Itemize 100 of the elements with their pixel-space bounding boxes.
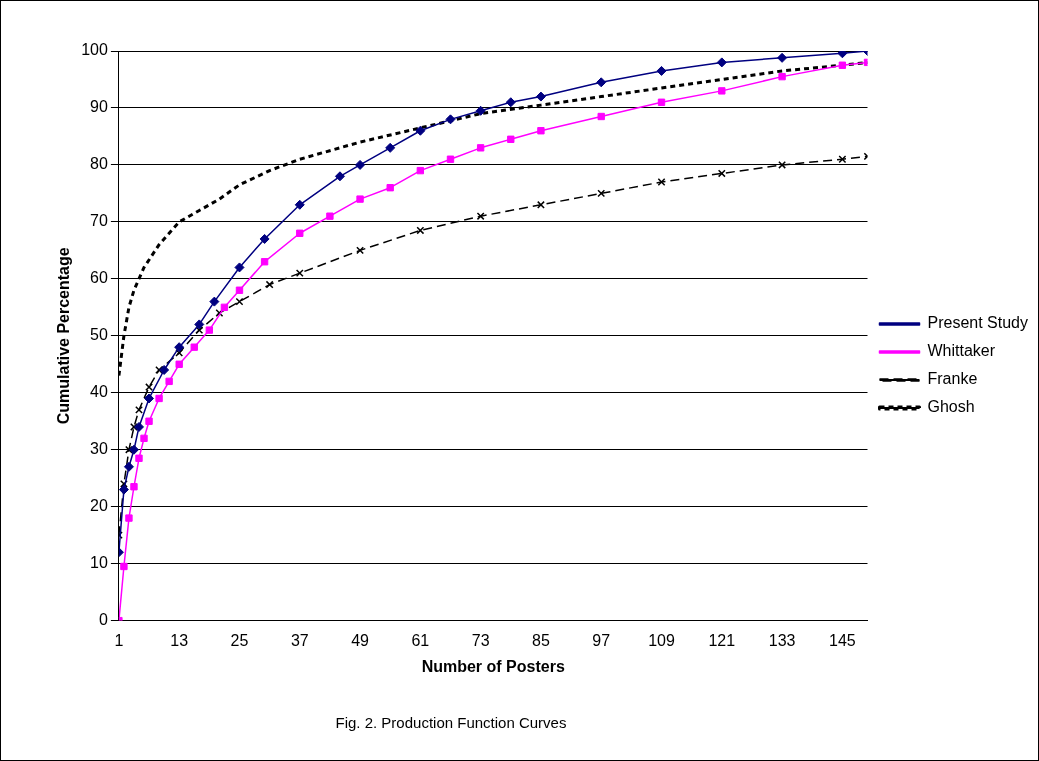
point — [296, 229, 304, 237]
y-tick-label: 10 — [90, 554, 108, 572]
point — [220, 303, 229, 311]
x-tick-label: 61 — [411, 631, 430, 649]
y-tick-label: 100 — [81, 41, 108, 59]
y-tick-label: 90 — [90, 98, 108, 116]
point — [385, 142, 396, 153]
x-tick-label: 145 — [829, 631, 856, 649]
point — [260, 258, 269, 266]
point — [416, 166, 425, 175]
y-tick-label: 70 — [90, 212, 108, 230]
point — [597, 112, 605, 121]
x-tick-label: 133 — [768, 631, 796, 649]
point — [135, 405, 143, 414]
x-tick-label: 1 — [114, 631, 124, 649]
point — [209, 296, 220, 307]
point — [476, 212, 485, 221]
point — [235, 297, 244, 306]
point — [356, 246, 364, 255]
legend-label: Ghosh — [927, 398, 975, 416]
point — [597, 189, 606, 198]
point — [174, 342, 185, 353]
x-tick-label: 37 — [290, 631, 309, 649]
point — [123, 461, 134, 472]
point — [175, 348, 184, 357]
x-tick-label: 25 — [230, 631, 249, 649]
point — [195, 326, 204, 335]
point — [355, 159, 366, 170]
point — [159, 364, 170, 375]
point — [145, 383, 153, 391]
point — [717, 169, 726, 178]
point — [537, 127, 545, 135]
point — [295, 269, 304, 278]
point — [386, 184, 394, 192]
point — [507, 135, 515, 143]
point — [118, 484, 129, 495]
point — [234, 262, 245, 273]
point — [120, 562, 128, 571]
x-tick-label: 49 — [351, 631, 370, 649]
point — [777, 52, 788, 63]
point — [294, 199, 305, 210]
y-axis-title: Cumulative Percentage — [55, 247, 73, 425]
point — [334, 171, 345, 182]
point — [145, 417, 153, 425]
point — [446, 155, 455, 163]
x-tick-label: 97 — [592, 631, 611, 649]
point — [656, 65, 667, 76]
point — [125, 514, 133, 522]
point — [128, 444, 139, 455]
point — [535, 91, 546, 102]
text: Fig. 2. Production Function Curves — [334, 714, 568, 731]
point — [445, 114, 456, 125]
point — [778, 160, 787, 169]
x-tick-label: 73 — [471, 631, 490, 649]
x-tick-label: 109 — [648, 631, 675, 649]
point — [190, 343, 198, 351]
point — [505, 97, 516, 108]
legend-label: Franke — [927, 370, 978, 388]
point — [215, 309, 224, 317]
x-tick-label: 85 — [532, 631, 550, 649]
point — [657, 178, 666, 186]
point — [133, 421, 144, 432]
point — [356, 195, 364, 203]
point — [476, 144, 485, 152]
y-tick-label: 30 — [90, 440, 108, 458]
point — [475, 105, 486, 116]
y-tick-label: 40 — [90, 383, 108, 401]
y-tick-label: 60 — [90, 269, 108, 287]
point — [125, 445, 133, 454]
point — [155, 394, 163, 403]
x-tick-label: 121 — [708, 631, 736, 649]
y-tick-label: 20 — [90, 497, 108, 515]
point — [718, 87, 726, 95]
point — [135, 454, 143, 462]
point — [175, 360, 183, 368]
x-tick-label: 13 — [170, 631, 189, 649]
point — [778, 72, 786, 81]
point — [130, 423, 138, 431]
point — [144, 393, 155, 404]
legend-label: Present Study — [927, 314, 1028, 332]
point — [235, 286, 244, 294]
point — [838, 61, 847, 69]
point — [416, 226, 425, 235]
y-tick-label: 50 — [90, 326, 108, 344]
point — [205, 326, 214, 334]
point — [130, 483, 138, 491]
legend-label: Whittaker — [927, 342, 996, 360]
point — [716, 57, 727, 68]
point — [194, 319, 205, 330]
point — [265, 280, 274, 289]
y-tick-label: 0 — [98, 611, 108, 629]
point — [596, 77, 607, 88]
point — [415, 125, 426, 136]
y-tick-label: 80 — [90, 155, 108, 173]
point — [140, 434, 148, 443]
point — [326, 212, 334, 220]
point — [165, 377, 173, 386]
point — [838, 155, 847, 164]
point — [837, 51, 848, 59]
point — [259, 233, 270, 244]
